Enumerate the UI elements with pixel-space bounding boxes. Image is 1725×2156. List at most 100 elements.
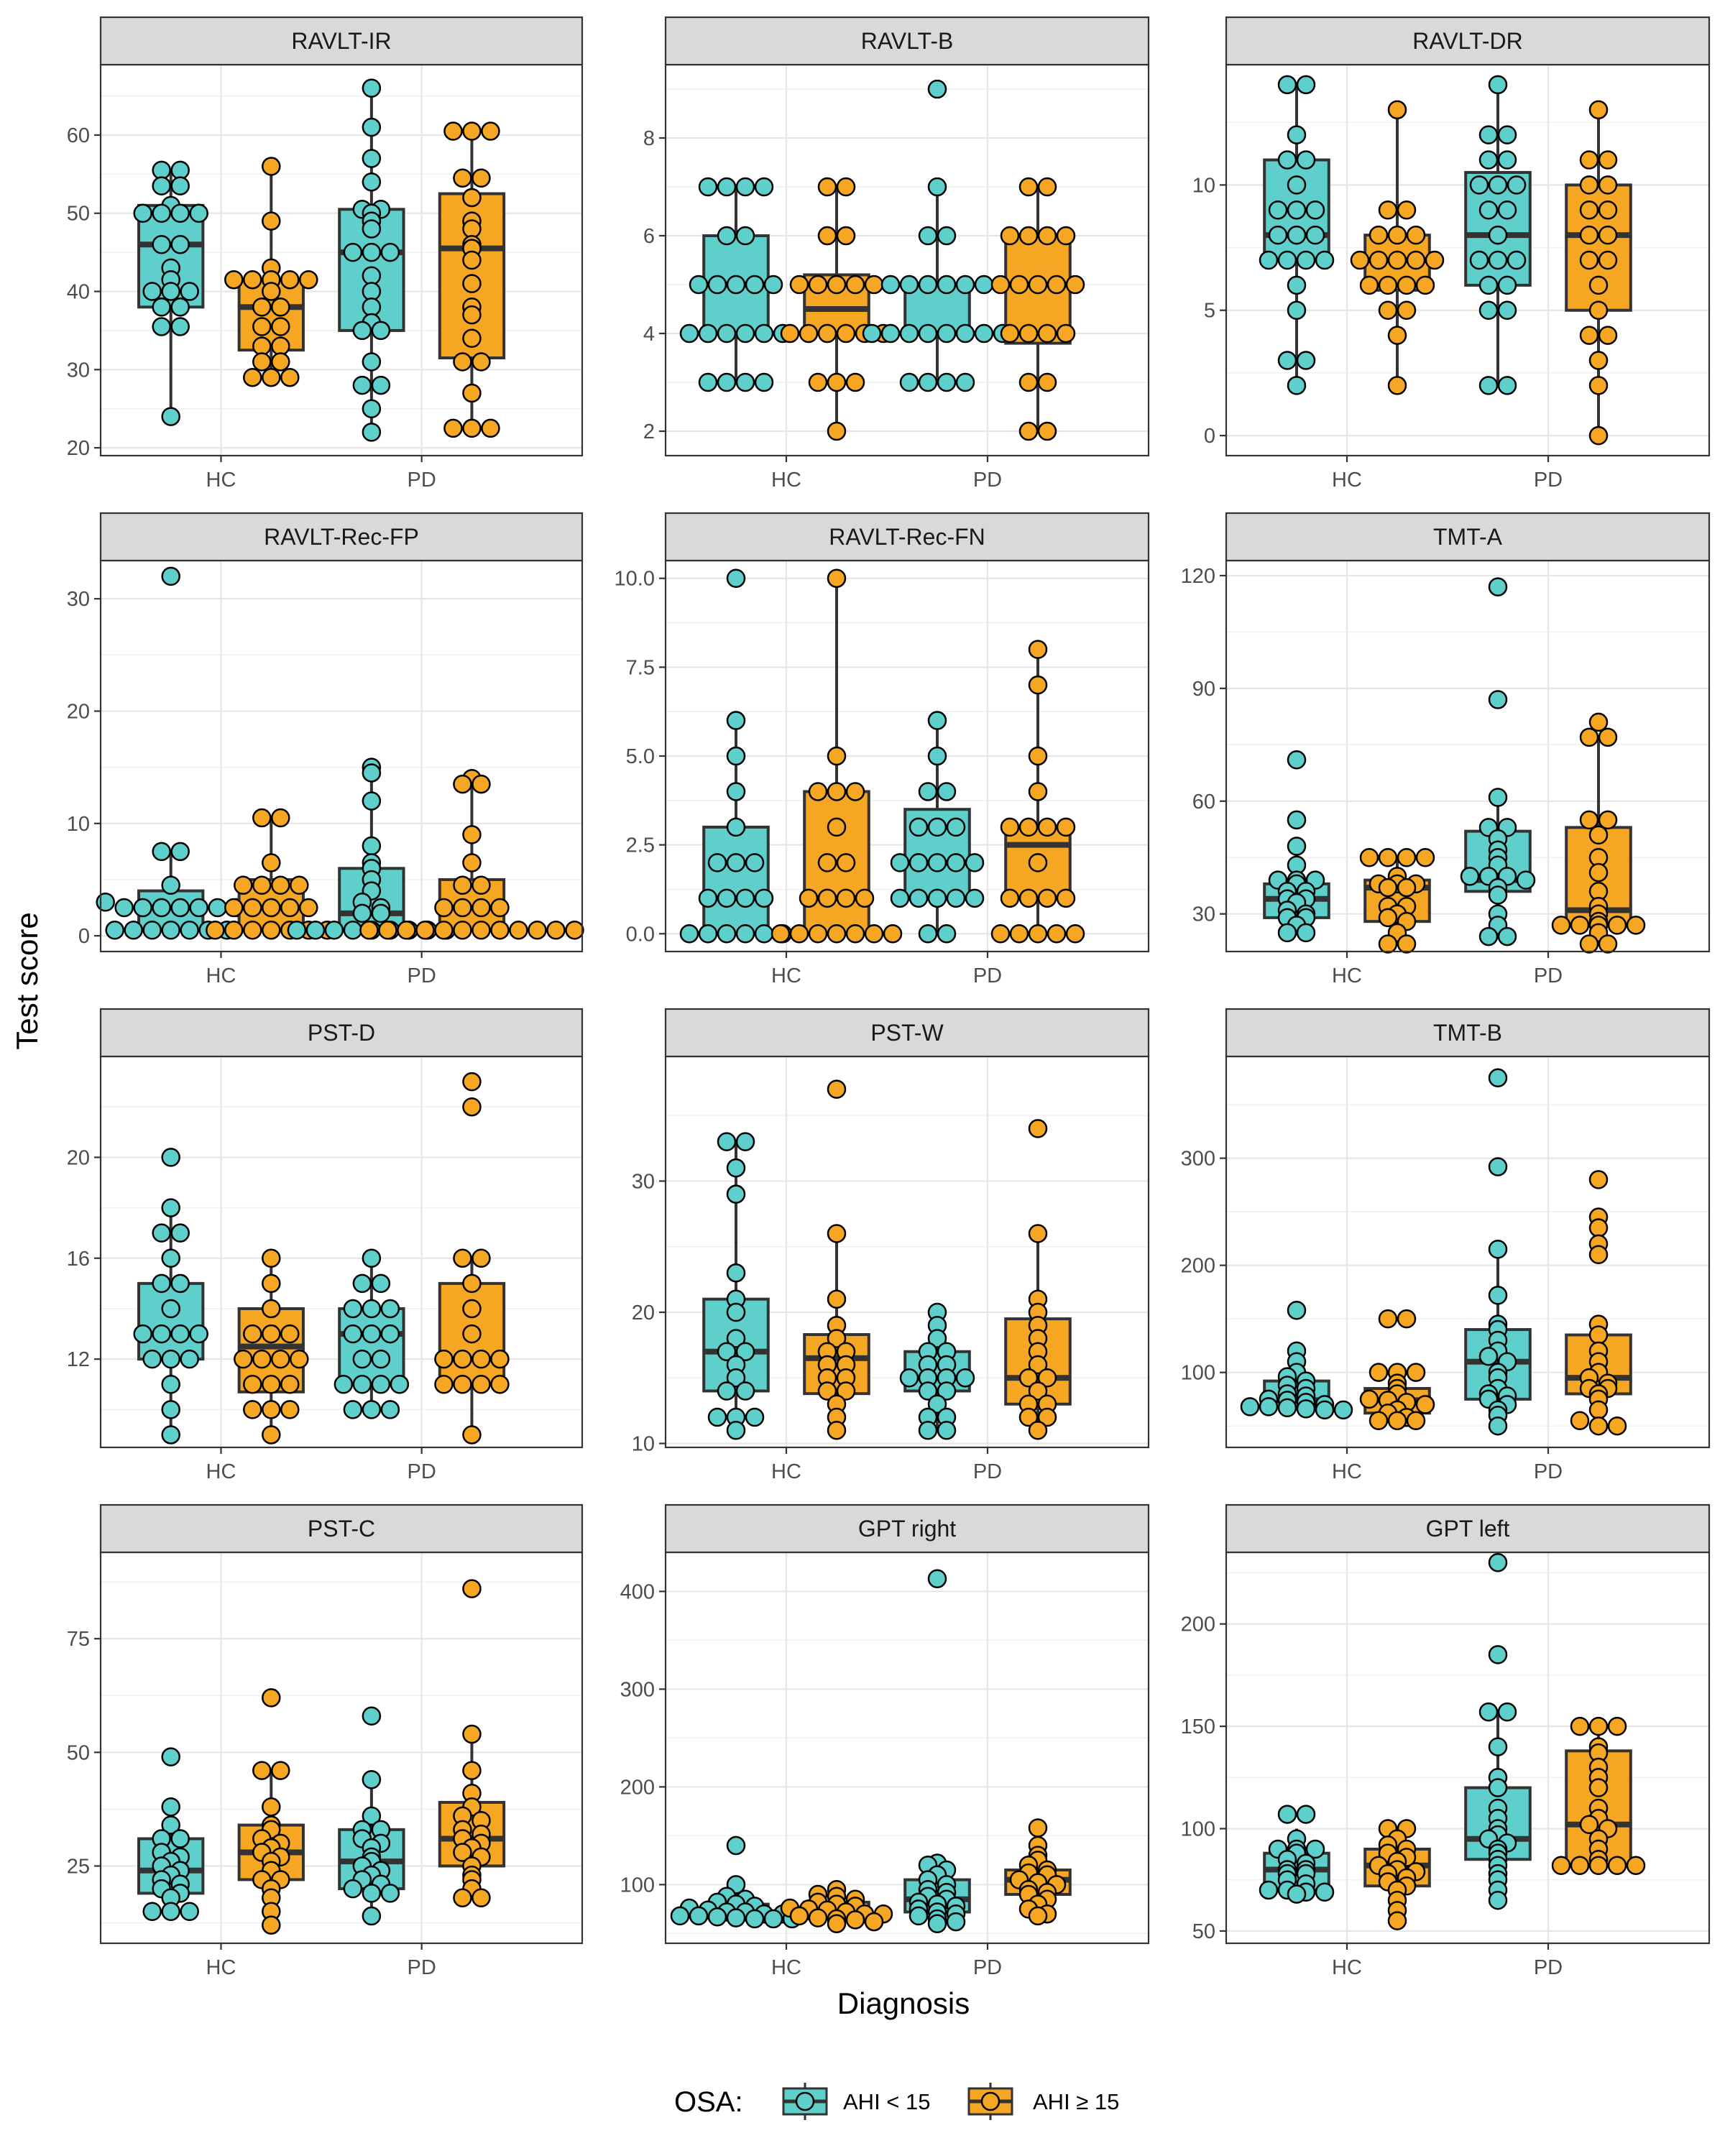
data-point [1378,300,1398,320]
data-point [208,898,227,918]
data-point [472,1248,491,1268]
data-point [161,407,180,426]
data-point [1406,225,1426,245]
data-point [362,1324,382,1344]
data-point [918,226,938,246]
data-point [946,888,966,908]
data-point [252,1761,272,1780]
data-point [472,875,491,895]
data-point [689,275,709,295]
data-point [142,1902,162,1921]
data-point [1305,201,1325,220]
y-tick-label: 8 [643,127,655,150]
data-point [262,157,281,176]
data-point [918,1381,938,1401]
strip-label: TMT-B [1433,1020,1502,1046]
data-point [1037,323,1057,344]
data-point [271,352,290,372]
strip [664,512,1150,562]
data-point [290,875,309,895]
data-point [161,1248,180,1268]
data-point [1028,675,1048,695]
data-point [1588,300,1609,320]
data-point [443,121,463,141]
data-point [224,270,244,290]
data-point [1028,782,1048,801]
data-point [453,1349,472,1369]
data-point [1570,1411,1590,1430]
data-point [1296,1399,1316,1419]
data-point [453,1248,472,1268]
data-point [717,177,737,197]
data-point [1488,1286,1508,1305]
data-point [1315,1882,1335,1902]
y-tick-label: 12 [67,1348,90,1371]
data-point [1626,916,1646,935]
data-point [453,352,472,372]
data-point [1305,225,1325,245]
y-tick-label: 100 [1181,1362,1215,1385]
data-point [262,853,281,872]
data-point [955,275,975,295]
group-pd-ahi-ge-15 [1551,1716,1646,1876]
data-point [1588,1170,1609,1189]
data-point [1488,225,1508,245]
x-tick-label: PD [1534,1460,1563,1483]
data-point [362,117,382,137]
data-point [927,1569,947,1588]
data-point [880,323,901,344]
data-point [899,372,919,392]
x-tick-label: HC [1332,1460,1362,1483]
data-point [152,1223,171,1243]
group-pd-ahi-lt-15 [862,79,1013,392]
strip-label: RAVLT-Rec-FN [829,524,985,550]
data-point [937,782,957,801]
data-point [472,1888,491,1907]
data-point [927,1329,947,1348]
data-point [362,763,382,783]
y-tick-label: 2 [643,420,655,443]
y-tick-label: 20 [67,437,90,460]
data-point [189,1324,208,1344]
data-point [362,282,382,301]
data-point [462,1097,482,1117]
data-point [243,921,262,940]
group-hc-ahi-ge-15 [1363,1819,1431,1930]
data-point [726,1302,746,1322]
data-point [462,383,482,403]
group-pd-ahi-lt-15 [899,1302,975,1440]
data-point [974,323,994,344]
y-tick-label: 6 [643,225,655,248]
data-point [1359,847,1379,867]
data-point [142,921,162,940]
data-point [1000,323,1020,344]
data-point [170,1324,190,1344]
data-point [161,921,180,940]
data-point [509,921,528,940]
data-point [817,177,837,197]
strip [1225,512,1711,562]
data-point [1009,275,1029,295]
data-point [352,903,372,923]
data-point [808,275,828,295]
data-point [707,853,727,872]
data-point [990,924,1011,944]
data-point [726,1184,746,1204]
data-point [827,1421,847,1440]
data-point [1415,275,1435,295]
data-point [371,321,391,341]
data-point [343,1324,363,1344]
data-point [1315,1400,1335,1420]
data-point [1359,1389,1379,1409]
data-point [1478,376,1499,395]
data-point [1387,1911,1407,1930]
data-point [817,1381,837,1401]
data-point [745,1909,765,1929]
data-point [908,817,929,837]
group-hc-ahi-lt-15 [133,1148,208,1445]
data-point [927,1394,947,1414]
data-point [180,1902,199,1921]
data-point [390,1375,410,1394]
data-point [371,1273,391,1294]
data-point [1037,372,1057,392]
